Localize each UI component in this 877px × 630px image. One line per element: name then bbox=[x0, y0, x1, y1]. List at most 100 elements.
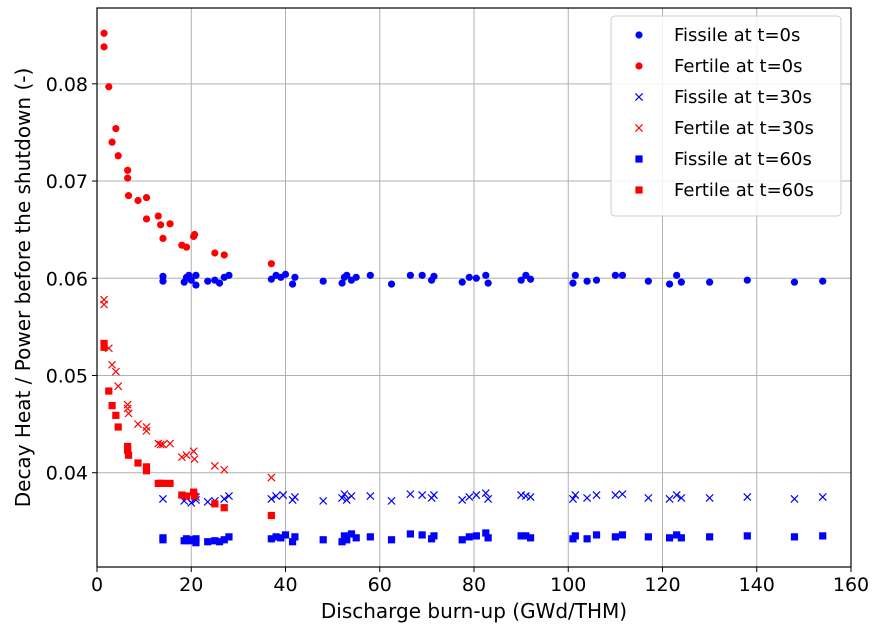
data-point-square bbox=[112, 411, 120, 419]
data-point-x bbox=[166, 439, 175, 448]
data-point-square bbox=[611, 533, 619, 541]
data-point-x bbox=[526, 492, 535, 502]
y-axis-label: Decay Heat / Power before the shutdown (… bbox=[11, 68, 35, 508]
data-point-square bbox=[288, 538, 297, 546]
data-point-x bbox=[187, 498, 196, 507]
data-point-square bbox=[472, 532, 480, 540]
data-point-circle bbox=[338, 279, 346, 287]
x-tick-label: 20 bbox=[179, 574, 203, 596]
data-point-square bbox=[267, 535, 275, 543]
data-point-x bbox=[279, 491, 288, 500]
legend-marker bbox=[634, 92, 644, 102]
data-point-square bbox=[522, 532, 530, 540]
data-point-x bbox=[347, 492, 356, 501]
data-point-x bbox=[142, 426, 151, 435]
legend-entry-label: Fertile at t=60s bbox=[674, 180, 814, 201]
data-point-circle bbox=[526, 275, 535, 283]
x-axis-label: Discharge burn-up (GWd/THM) bbox=[321, 599, 627, 623]
data-point-square bbox=[211, 537, 219, 545]
y-tick-label: 0.06 bbox=[46, 268, 88, 290]
data-point-circle bbox=[665, 280, 674, 288]
data-point-square bbox=[182, 492, 191, 500]
data-point-square bbox=[458, 536, 466, 544]
data-point-square bbox=[267, 511, 275, 520]
data-point-square bbox=[100, 339, 108, 347]
data-point-square bbox=[204, 538, 212, 546]
data-point-circle bbox=[157, 221, 165, 229]
data-point-square bbox=[220, 536, 228, 544]
data-point-circle bbox=[142, 215, 151, 223]
data-point-circle bbox=[112, 124, 120, 133]
data-point-circle bbox=[166, 220, 174, 228]
series-group bbox=[100, 339, 275, 520]
data-point-circle bbox=[100, 29, 108, 37]
data-point-x bbox=[406, 490, 415, 499]
data-point-square bbox=[618, 531, 627, 539]
data-point-square bbox=[105, 387, 113, 395]
data-point-circle bbox=[352, 273, 360, 281]
data-point-square bbox=[187, 536, 195, 544]
data-point-square bbox=[677, 534, 685, 542]
data-point-circle bbox=[790, 278, 799, 286]
x-tick-label: 60 bbox=[368, 574, 392, 596]
data-point-circle bbox=[406, 271, 414, 279]
data-point-x bbox=[418, 491, 427, 500]
data-point-square bbox=[340, 532, 349, 540]
data-point-x bbox=[290, 492, 299, 502]
data-point-x bbox=[123, 400, 132, 409]
data-point-x bbox=[583, 493, 592, 503]
data-point-square bbox=[159, 534, 167, 542]
series-group bbox=[100, 295, 276, 482]
data-point-circle bbox=[569, 279, 577, 287]
data-point-square bbox=[482, 529, 490, 537]
legend-entry-label: Fertile at t=0s bbox=[674, 56, 802, 77]
data-point-x bbox=[618, 490, 627, 499]
data-point-square bbox=[583, 535, 591, 543]
data-point-x bbox=[158, 494, 167, 503]
data-point-square bbox=[592, 531, 601, 539]
y-tick-label: 0.07 bbox=[46, 171, 88, 193]
series-group bbox=[158, 489, 827, 507]
data-point-circle bbox=[611, 271, 619, 279]
data-point-square bbox=[178, 491, 186, 499]
data-point-x bbox=[210, 461, 219, 470]
data-point-x bbox=[665, 494, 674, 503]
data-point-x bbox=[224, 492, 233, 501]
data-point-x bbox=[484, 494, 493, 503]
data-point-circle bbox=[192, 271, 200, 279]
data-point-x bbox=[790, 494, 799, 503]
data-point-square bbox=[343, 536, 351, 544]
data-point-circle bbox=[418, 271, 426, 279]
data-point-circle bbox=[618, 271, 627, 279]
data-point-square bbox=[484, 534, 492, 542]
data-point-x bbox=[521, 492, 530, 501]
data-point-circle bbox=[124, 174, 132, 182]
data-point-circle bbox=[142, 193, 151, 202]
data-point-circle bbox=[225, 271, 233, 279]
data-point-circle bbox=[706, 278, 714, 286]
data-point-circle bbox=[192, 281, 200, 289]
data-point-circle bbox=[215, 279, 224, 287]
x-tick-label: 80 bbox=[462, 574, 486, 596]
data-point-x bbox=[429, 491, 438, 500]
data-point-circle bbox=[114, 152, 122, 160]
legend-entry-label: Fissile at t=60s bbox=[674, 149, 812, 170]
legend-entry-label: Fertile at t=30s bbox=[674, 118, 814, 139]
legend-entry-label: Fissile at t=30s bbox=[674, 87, 812, 108]
data-point-square bbox=[215, 538, 224, 546]
data-point-circle bbox=[105, 83, 113, 91]
data-point-square bbox=[291, 533, 299, 541]
data-point-x bbox=[267, 494, 276, 503]
data-point-square bbox=[225, 533, 233, 541]
legend-marker bbox=[634, 123, 644, 133]
data-point-circle bbox=[281, 270, 290, 278]
data-point-square bbox=[159, 479, 167, 487]
axis-ticks: 0 20 40 60 80 100 120 140 160 0.04 0.05 0.06 0.07 0.0… bbox=[46, 74, 869, 596]
data-point-x bbox=[818, 492, 827, 502]
data-point-circle bbox=[465, 273, 473, 281]
data-point-circle bbox=[291, 273, 299, 281]
data-point-x bbox=[340, 490, 349, 499]
data-point-square bbox=[190, 492, 199, 500]
data-point-square bbox=[114, 423, 122, 431]
data-point-x bbox=[677, 493, 686, 503]
